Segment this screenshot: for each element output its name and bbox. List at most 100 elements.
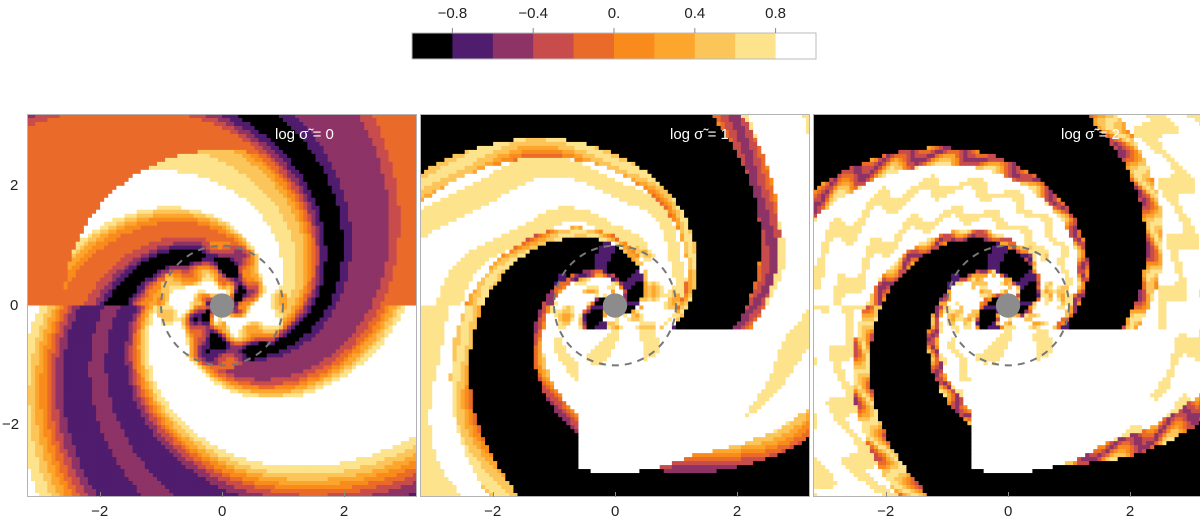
heatmap-cell — [55, 245, 61, 251]
heatmap-cell — [197, 253, 203, 259]
heatmap-cell — [92, 285, 97, 291]
heatmap-cell — [404, 301, 410, 307]
heatmap-cell — [148, 309, 154, 315]
heatmap-cell — [287, 189, 292, 195]
heatmap-cell — [59, 265, 65, 271]
heatmap-cell — [356, 265, 361, 271]
heatmap-cell — [148, 189, 154, 195]
heatmap-cell — [104, 241, 109, 247]
heatmap-cell — [364, 253, 369, 259]
heatmap-cell — [128, 289, 134, 295]
heatmap-cell — [299, 225, 304, 231]
heatmap-cell — [96, 201, 101, 207]
heatmap-cell — [181, 125, 187, 131]
heatmap-cell — [144, 177, 150, 183]
heatmap-cell — [31, 265, 36, 271]
heatmap-cell — [205, 161, 211, 167]
heatmap-cell — [400, 209, 406, 215]
heatmap-cell — [185, 125, 191, 131]
heatmap-cell — [140, 221, 146, 227]
heatmap-cell — [222, 221, 227, 227]
heatmap-cell — [104, 313, 109, 319]
heatmap-cell — [412, 209, 417, 215]
heatmap-cell — [315, 209, 321, 215]
heatmap-cell — [278, 261, 284, 267]
heatmap-cell — [55, 149, 61, 155]
heatmap-cell — [258, 185, 264, 191]
heatmap-cell — [412, 197, 417, 203]
heatmap-cell — [388, 157, 394, 163]
heatmap-cell — [201, 217, 207, 223]
heatmap-cell — [55, 213, 61, 219]
heatmap-cell — [136, 269, 142, 275]
heatmap-cell — [335, 265, 341, 271]
heatmap-cell — [63, 181, 69, 187]
heatmap-cell — [71, 153, 77, 159]
heatmap-cell — [323, 193, 329, 199]
heatmap-cell — [35, 149, 40, 155]
heatmap-cell — [181, 193, 187, 199]
heatmap-cell — [173, 161, 178, 167]
heatmap-cell — [299, 305, 304, 311]
heatmap-cell — [173, 145, 178, 151]
heatmap-cell — [209, 261, 215, 267]
heatmap-cell — [327, 149, 333, 155]
heatmap-cell — [412, 181, 417, 187]
heatmap-cell — [152, 165, 158, 171]
heatmap-cell — [43, 301, 48, 307]
heatmap-cell — [140, 177, 146, 183]
heatmap-cell — [331, 125, 337, 131]
heatmap-cell — [270, 281, 276, 287]
heatmap-cell — [47, 125, 52, 131]
heatmap-cell — [92, 229, 97, 235]
heatmap-cell — [87, 225, 93, 231]
heatmap-cell — [347, 173, 353, 179]
heatmap-cell — [291, 261, 296, 267]
heatmap-cell — [230, 317, 235, 323]
heatmap-cell — [112, 141, 117, 147]
heatmap-cell — [193, 261, 199, 267]
heatmap-cell — [307, 141, 312, 147]
heatmap-cell — [51, 281, 57, 287]
heatmap-cell — [92, 165, 97, 171]
heatmap-cell — [157, 313, 162, 319]
heatmap-cell — [55, 141, 61, 147]
heatmap-cell — [226, 153, 231, 159]
heatmap-cell — [92, 149, 97, 155]
heatmap-cell — [128, 189, 134, 195]
heatmap-cell — [83, 121, 89, 127]
heatmap-cell — [83, 317, 89, 323]
heatmap-cell — [335, 245, 341, 251]
heatmap-cell — [238, 253, 243, 259]
heatmap-cell — [27, 193, 32, 199]
heatmap-cell — [388, 145, 394, 151]
heatmap-cell — [120, 249, 126, 255]
heatmap-cell — [197, 205, 203, 211]
heatmap-cell — [144, 289, 150, 295]
heatmap-cell — [148, 233, 154, 239]
heatmap-cell — [120, 253, 126, 259]
heatmap-cell — [222, 197, 227, 203]
heatmap-cell — [254, 145, 260, 151]
heatmap-cell — [319, 129, 325, 135]
heatmap-cell — [291, 117, 296, 123]
heatmap-cell — [39, 285, 44, 291]
heatmap-cell — [319, 114, 325, 119]
heatmap-cell — [83, 185, 89, 191]
heatmap-cell — [165, 281, 170, 287]
heatmap-cell — [128, 114, 134, 119]
heatmap-cell — [246, 293, 252, 299]
heatmap-cell — [177, 129, 182, 135]
heatmap-cell — [100, 117, 105, 123]
heatmap-cell — [83, 181, 89, 187]
heatmap-cell — [47, 277, 52, 283]
heatmap-cell — [173, 245, 178, 251]
heatmap-cell — [250, 277, 256, 283]
heatmap-cell — [165, 217, 170, 223]
heatmap-cell — [278, 193, 284, 199]
heatmap-cell — [213, 237, 219, 243]
heatmap-cell — [67, 165, 73, 171]
colorbar-tick-label: 0. — [608, 5, 621, 22]
heatmap-cell — [75, 269, 81, 275]
heatmap-cell — [404, 289, 410, 295]
